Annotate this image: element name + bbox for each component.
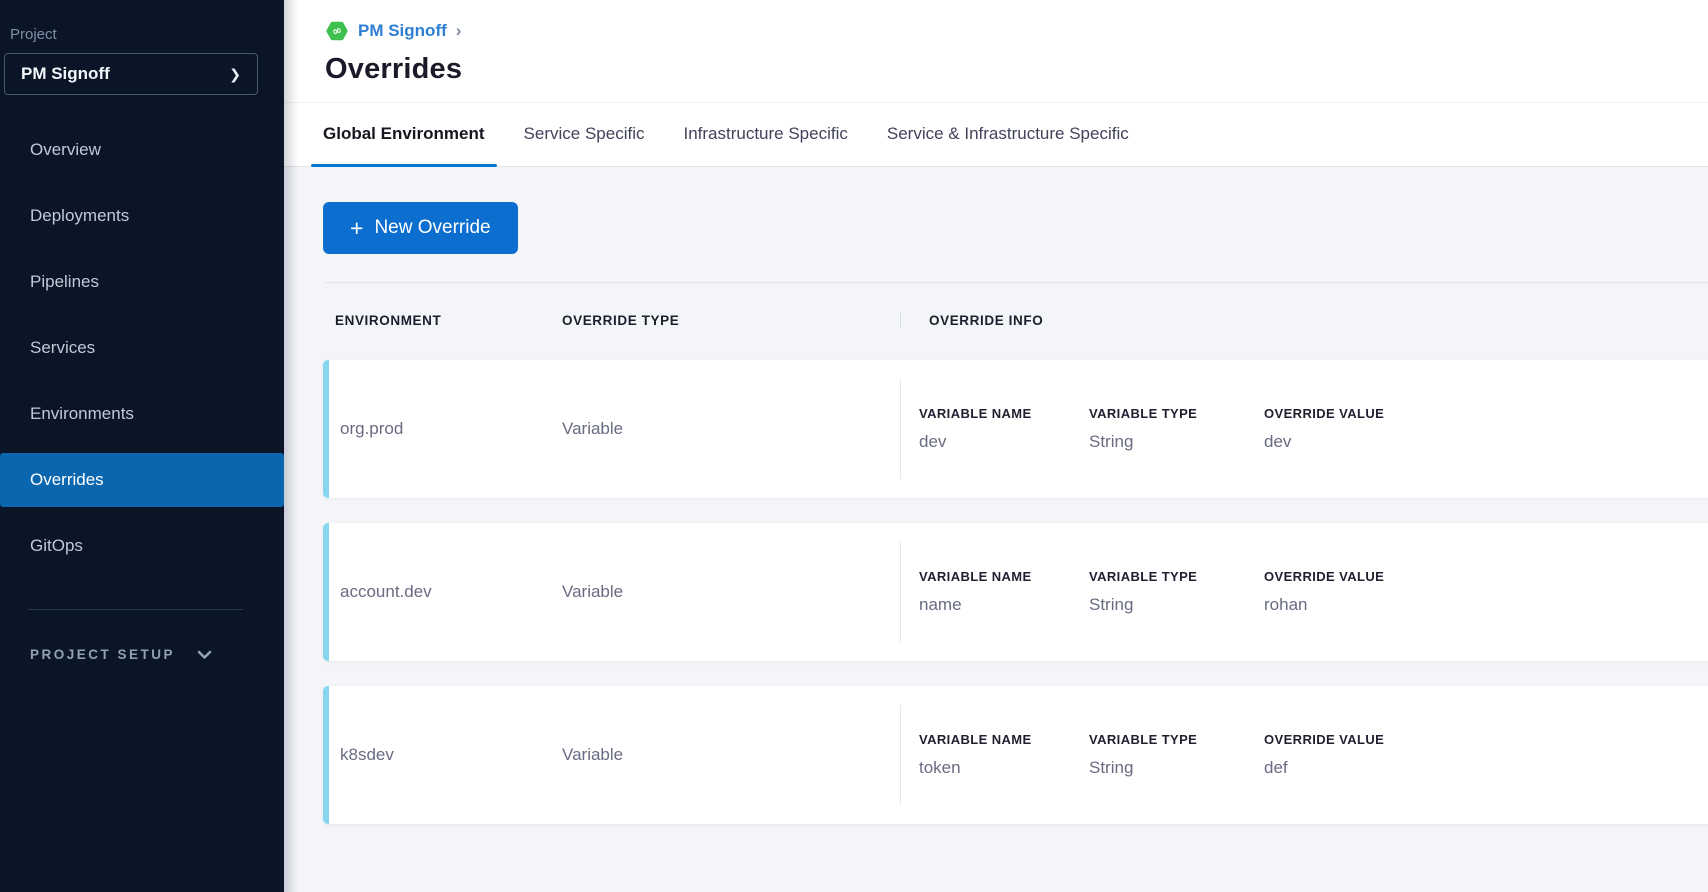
override-info-cell: VARIABLE NAME name VARIABLE TYPE String …	[900, 542, 1708, 642]
variable-type-value: String	[1089, 595, 1134, 614]
variable-name-group: VARIABLE NAME dev	[919, 406, 1089, 452]
chevron-down-icon	[197, 650, 212, 659]
variable-type-group: VARIABLE TYPE String	[1089, 569, 1264, 615]
project-setup-label: PROJECT SETUP	[30, 647, 176, 662]
override-value-group: OVERRIDE VALUE def	[1264, 732, 1708, 778]
override-value-value: dev	[1264, 432, 1292, 451]
override-type-cell: Variable	[562, 419, 624, 438]
tab-bar: Global Environment Service Specific Infr…	[284, 102, 1708, 167]
override-value-label: OVERRIDE VALUE	[1264, 732, 1385, 747]
breadcrumb-separator: ›	[455, 21, 462, 40]
main-area: ∞ PM Signoff › Overrides Global Environm…	[284, 0, 1708, 892]
variable-name-group: VARIABLE NAME token	[919, 732, 1089, 778]
variable-name-value: name	[919, 595, 962, 614]
sidebar-item-gitops[interactable]: GitOps	[30, 536, 83, 555]
override-row[interactable]: org.prod Variable VARIABLE NAME dev VARI…	[323, 360, 1708, 498]
breadcrumb: ∞ PM Signoff ›	[325, 18, 1708, 44]
sidebar: Project PM Signoff ❯ Overview Deployment…	[0, 0, 284, 892]
table-header-row: ENVIRONMENT OVERRIDE TYPE OVERRIDE INFO	[323, 313, 1708, 328]
sidebar-item-overrides[interactable]: Overrides	[0, 453, 284, 507]
variable-type-group: VARIABLE TYPE String	[1089, 732, 1264, 778]
variable-type-label: VARIABLE TYPE	[1089, 569, 1198, 584]
override-value-label: OVERRIDE VALUE	[1264, 406, 1385, 421]
tabs: Global Environment Service Specific Infr…	[284, 103, 1708, 167]
variable-name-value: token	[919, 758, 961, 777]
tab-infrastructure-specific[interactable]: Infrastructure Specific	[683, 124, 848, 143]
override-value-value: rohan	[1264, 595, 1308, 614]
variable-type-value: String	[1089, 758, 1134, 777]
variable-type-value: String	[1089, 432, 1134, 451]
sidebar-item-services[interactable]: Services	[30, 338, 96, 357]
variable-name-group: VARIABLE NAME name	[919, 569, 1089, 615]
override-row[interactable]: account.dev Variable VARIABLE NAME name …	[323, 523, 1708, 661]
override-info-cell: VARIABLE NAME dev VARIABLE TYPE String O…	[900, 379, 1708, 479]
column-header-override-info: OVERRIDE INFO	[900, 313, 1708, 328]
override-value-label: OVERRIDE VALUE	[1264, 569, 1385, 584]
tab-content: + New Override ENVIRONMENT OVERRIDE TYPE…	[284, 167, 1708, 892]
variable-type-group: VARIABLE TYPE String	[1089, 406, 1264, 452]
override-type-cell: Variable	[562, 582, 624, 601]
override-type-cell: Variable	[562, 745, 624, 764]
page-title: Overrides	[325, 53, 463, 85]
sidebar-nav: Overview Deployments Pipelines Services …	[0, 123, 284, 573]
tab-global-environment[interactable]: Global Environment	[311, 103, 497, 167]
breadcrumb-project-link[interactable]: PM Signoff	[358, 21, 447, 40]
sidebar-item-deployments[interactable]: Deployments	[30, 206, 130, 225]
variable-name-value: dev	[919, 432, 947, 451]
sidebar-divider	[28, 609, 243, 610]
new-override-label: New Override	[374, 217, 491, 238]
sidebar-item-environments[interactable]: Environments	[30, 404, 134, 423]
tab-service-infrastructure-specific[interactable]: Service & Infrastructure Specific	[886, 124, 1129, 143]
table-divider	[325, 282, 1708, 283]
variable-type-label: VARIABLE TYPE	[1089, 732, 1198, 747]
sidebar-item-overview[interactable]: Overview	[30, 140, 101, 159]
project-selector-name: PM Signoff	[21, 64, 110, 83]
environment-cell: account.dev	[340, 582, 432, 601]
column-header-override-type: OVERRIDE TYPE	[562, 313, 680, 328]
environment-cell: org.prod	[340, 419, 404, 438]
svg-text:∞: ∞	[330, 22, 343, 38]
cd-module-icon: ∞	[325, 19, 349, 43]
override-info-cell: VARIABLE NAME token VARIABLE TYPE String…	[900, 705, 1708, 805]
variable-type-label: VARIABLE TYPE	[1089, 406, 1198, 421]
tab-service-specific[interactable]: Service Specific	[523, 124, 645, 143]
override-row[interactable]: k8sdev Variable VARIABLE NAME token VARI…	[323, 686, 1708, 824]
plus-icon: +	[350, 214, 364, 241]
variable-name-label: VARIABLE NAME	[919, 406, 1032, 421]
chevron-right-icon: ❯	[229, 65, 241, 82]
variable-name-label: VARIABLE NAME	[919, 569, 1032, 584]
column-header-environment: ENVIRONMENT	[335, 313, 442, 328]
override-value-value: def	[1264, 758, 1288, 777]
sidebar-item-pipelines[interactable]: Pipelines	[30, 272, 99, 291]
override-value-group: OVERRIDE VALUE dev	[1264, 406, 1708, 452]
environment-cell: k8sdev	[340, 745, 394, 764]
override-value-group: OVERRIDE VALUE rohan	[1264, 569, 1708, 615]
project-selector[interactable]: PM Signoff ❯	[4, 53, 258, 95]
override-list: org.prod Variable VARIABLE NAME dev VARI…	[323, 360, 1708, 824]
new-override-button[interactable]: + New Override	[323, 202, 518, 254]
page-header: ∞ PM Signoff › Overrides	[284, 0, 1708, 86]
project-label: Project	[10, 26, 57, 43]
sidebar-item-project-setup[interactable]: PROJECT SETUP	[30, 647, 284, 662]
variable-name-label: VARIABLE NAME	[919, 732, 1032, 747]
